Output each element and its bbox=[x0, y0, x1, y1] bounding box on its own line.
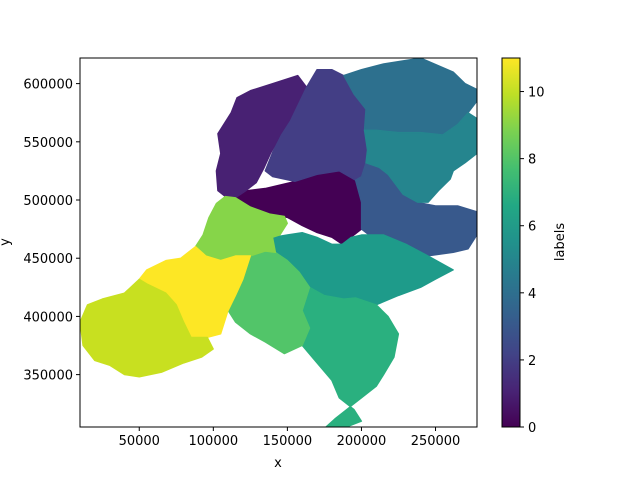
x-tick-label: 150000 bbox=[263, 434, 313, 449]
colorbar-tick-label: 4 bbox=[528, 287, 536, 302]
y-tick-label: 450000 bbox=[23, 252, 73, 267]
colorbar bbox=[501, 57, 521, 428]
x-tick-label: 50000 bbox=[119, 434, 160, 449]
colorbar-ticks: 0 2 4 6 8 10 bbox=[520, 86, 545, 436]
colorbar-tick-label: 8 bbox=[528, 153, 536, 168]
x-tick-label: 200000 bbox=[337, 434, 387, 449]
y-axis: 350000 400000 450000 500000 550000 600000 bbox=[23, 78, 80, 384]
plot-frame bbox=[79, 57, 478, 428]
colorbar-tick-label: 6 bbox=[528, 220, 536, 235]
y-tick-label: 400000 bbox=[23, 310, 73, 325]
region-label-1 bbox=[215, 74, 308, 199]
region-label-5 bbox=[363, 112, 477, 203]
y-tick-label: 500000 bbox=[23, 194, 73, 209]
colorbar-tick-label: 10 bbox=[528, 86, 545, 101]
colorbar-tick-label: 0 bbox=[528, 421, 536, 436]
y-tick-label: 350000 bbox=[23, 369, 73, 384]
colorbar-tick-label: 2 bbox=[528, 354, 536, 369]
region-label-11 bbox=[80, 278, 214, 378]
x-axis: 50000 100000 150000 200000 250000 bbox=[119, 427, 461, 449]
x-tick-label: 250000 bbox=[411, 434, 461, 449]
y-axis-label: y bbox=[0, 238, 13, 246]
x-tick-label: 100000 bbox=[189, 434, 239, 449]
x-axis-label: x bbox=[274, 456, 282, 471]
map-regions bbox=[80, 58, 477, 427]
y-tick-label: 600000 bbox=[23, 78, 73, 93]
colorbar-label: labels bbox=[553, 223, 568, 261]
y-tick-label: 550000 bbox=[23, 136, 73, 151]
region-label-7 bbox=[301, 286, 400, 427]
